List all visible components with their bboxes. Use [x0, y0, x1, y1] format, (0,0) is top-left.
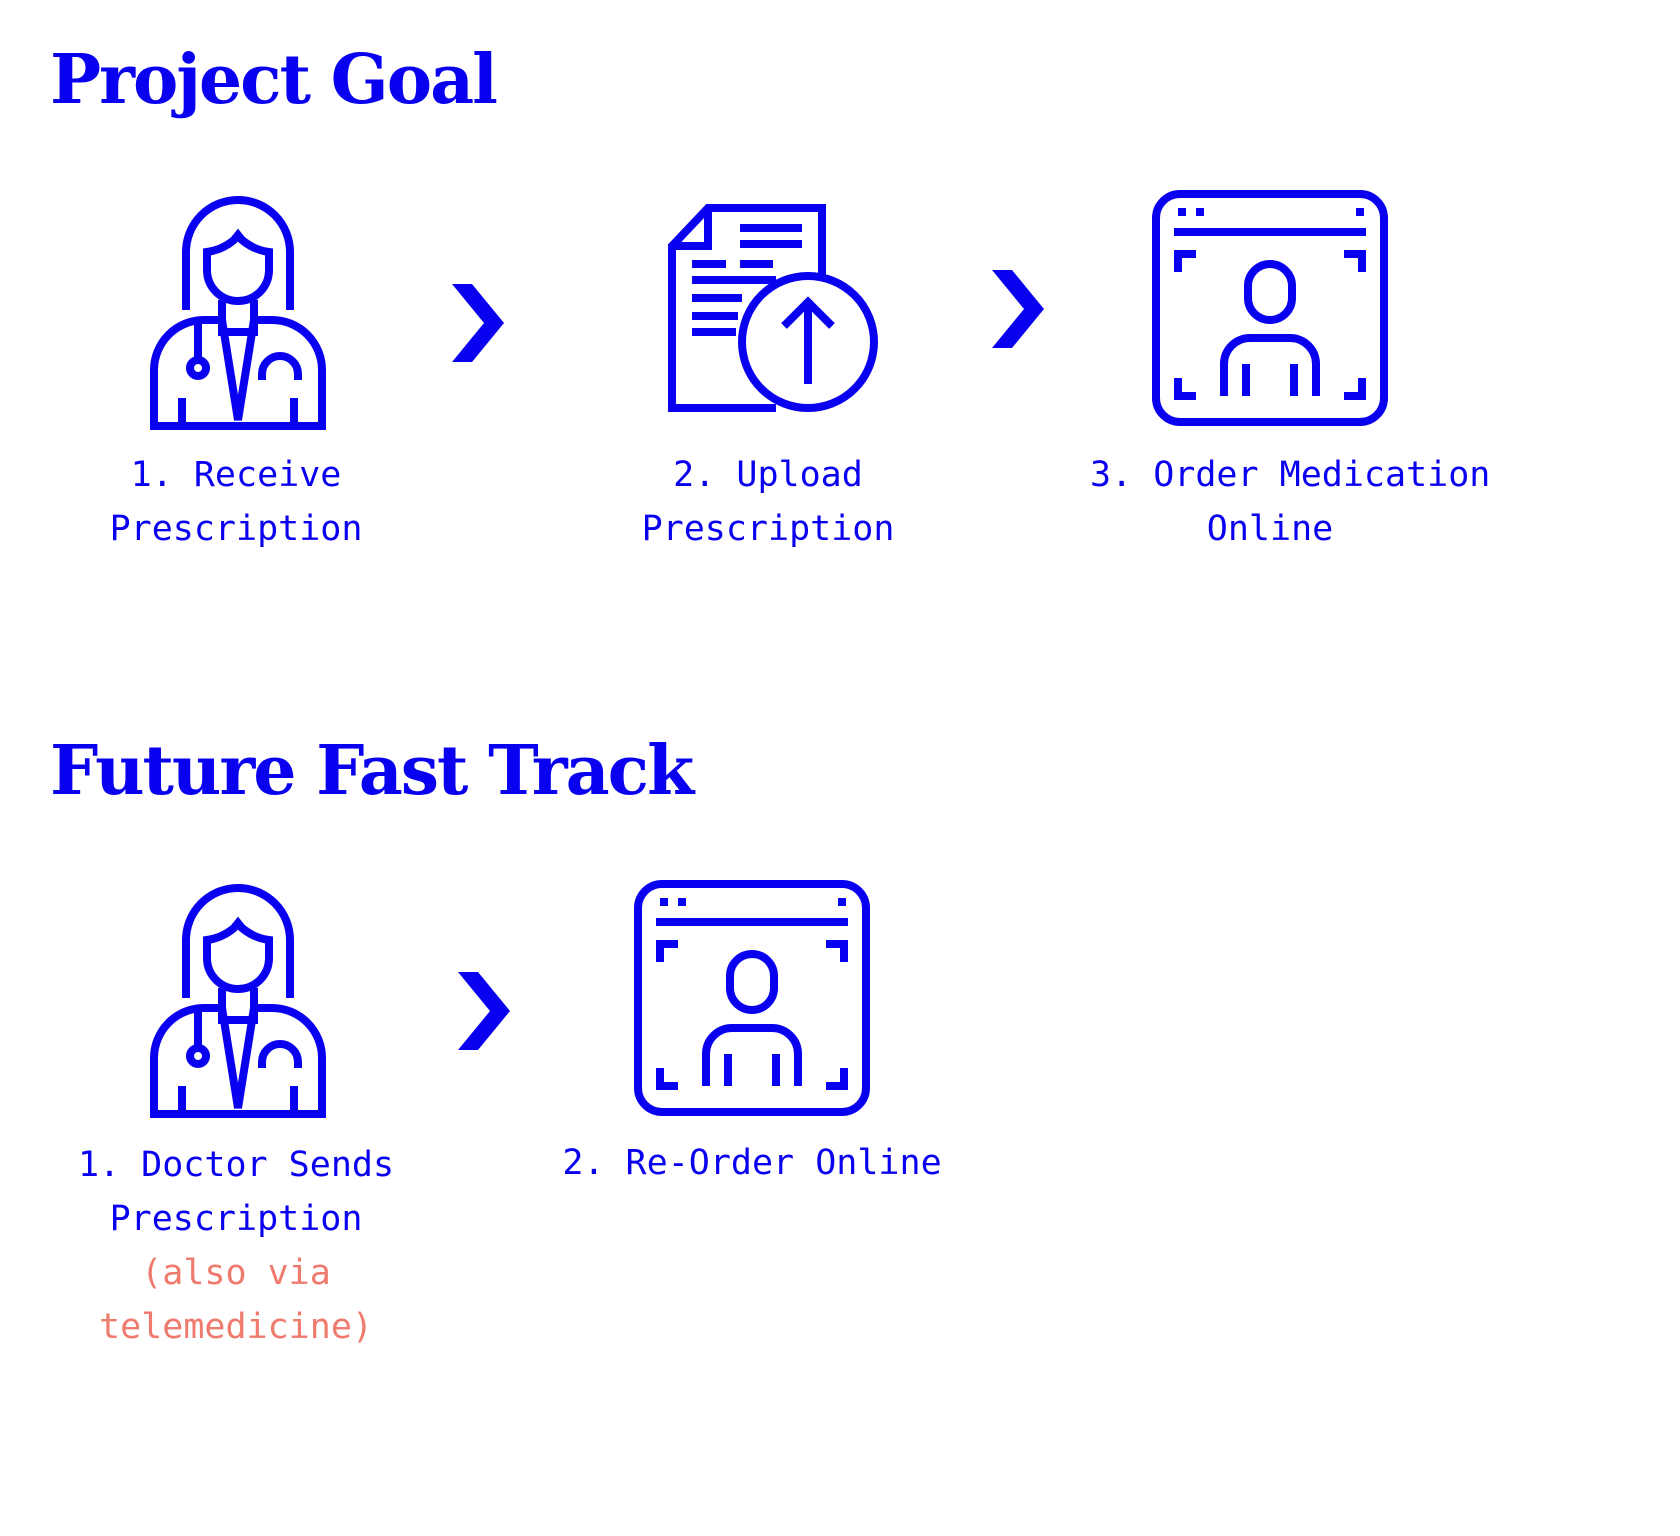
chevron-right-icon	[454, 972, 514, 1050]
document-upload-icon	[668, 202, 884, 418]
chevron-right-icon	[988, 270, 1048, 348]
browser-profile-icon	[632, 878, 872, 1118]
telemedicine-note: telemedicine)	[99, 1307, 373, 1347]
step-label-receive-prescription: 1. Receive Prescription	[109, 455, 363, 549]
doctor-icon	[150, 190, 326, 430]
step-label-order-medication-online: 3. Order Medication Online	[1090, 455, 1491, 549]
telemedicine-note: (also via	[141, 1253, 331, 1293]
step-label-doctor-sends-prescription: 1. Doctor Sends Prescription (also via t…	[56, 1138, 416, 1354]
browser-profile-icon	[1150, 188, 1390, 428]
project-goal-heading: Project Goal	[50, 40, 498, 120]
future-fast-track-heading: Future Fast Track	[50, 731, 694, 811]
step-label-re-order-online: 2. Re-Order Online	[562, 1143, 942, 1183]
chevron-right-icon	[448, 284, 508, 362]
step-label-upload-prescription: 2. Upload Prescription	[641, 455, 895, 549]
doctor-icon	[150, 878, 326, 1118]
